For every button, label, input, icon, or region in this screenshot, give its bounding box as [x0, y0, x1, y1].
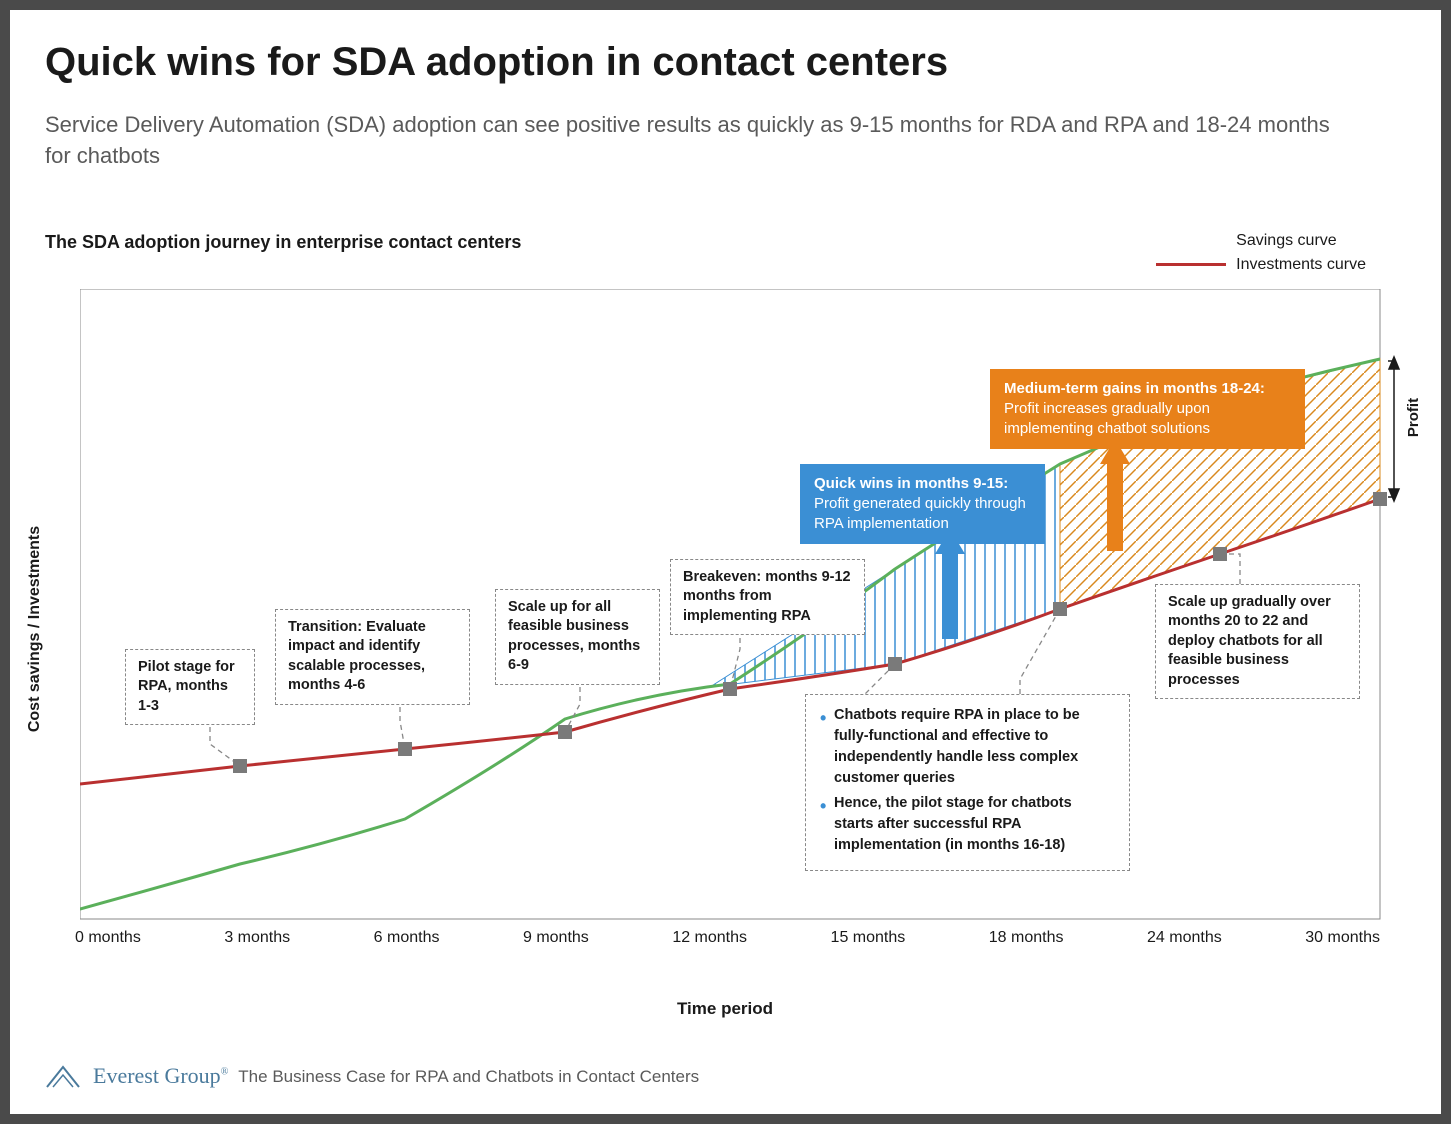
callout-transition: Transition: Evaluate impact and identify… — [275, 609, 470, 705]
xtick-6: 18 months — [989, 929, 1064, 947]
chart-container: Cost savings / Investments Profit — [45, 289, 1405, 969]
legend-savings: Savings curve — [1156, 232, 1366, 250]
xtick-3: 9 months — [523, 929, 589, 947]
xtick-4: 12 months — [672, 929, 747, 947]
callout-chatbot-note: Chatbots require RPA in place to be full… — [805, 694, 1130, 871]
page-subtitle: Service Delivery Automation (SDA) adopti… — [45, 110, 1345, 172]
legend-investments-line — [1156, 263, 1226, 266]
y-axis-label: Cost savings / Investments — [26, 525, 44, 731]
xtick-0: 0 months — [75, 929, 141, 947]
legend-savings-line — [1156, 239, 1226, 242]
callout-scaleup: Scale up for all feasible business proce… — [495, 589, 660, 685]
xtick-2: 6 months — [374, 929, 440, 947]
legend: Savings curve Investments curve — [1156, 232, 1366, 274]
legend-savings-label: Savings curve — [1236, 232, 1337, 250]
callout-medium-body: Profit increases gradually upon implemen… — [1004, 400, 1210, 437]
x-axis-label: Time period — [677, 999, 773, 1019]
xtick-8: 30 months — [1305, 929, 1380, 947]
callout-scaleup2: Scale up gradually over months 20 to 22 … — [1155, 584, 1360, 700]
profit-bracket — [1388, 357, 1399, 501]
callout-quickwins-body: Profit generated quickly through RPA imp… — [814, 495, 1026, 532]
logo-text: Everest Group® — [93, 1063, 228, 1089]
callout-medium-title: Medium-term gains in months 18-24: — [1004, 380, 1265, 397]
xtick-1: 3 months — [224, 929, 290, 947]
infographic-page: Quick wins for SDA adoption in contact c… — [10, 10, 1441, 1114]
logo-icon — [45, 1059, 83, 1089]
chatbot-bullet-1: Chatbots require RPA in place to be full… — [834, 705, 1115, 789]
chart-title: The SDA adoption journey in enterprise c… — [45, 232, 521, 253]
callout-quickwins: Quick wins in months 9-15: Profit genera… — [800, 464, 1045, 545]
x-axis-ticks: 0 months 3 months 6 months 9 months 12 m… — [80, 929, 1380, 947]
footer-caption: The Business Case for RPA and Chatbots i… — [238, 1067, 699, 1089]
legend-investments-label: Investments curve — [1236, 256, 1366, 274]
chatbot-bullet-2: Hence, the pilot stage for chatbots star… — [834, 793, 1115, 856]
callout-pilot: Pilot stage for RPA, months 1-3 — [125, 649, 255, 726]
callout-breakeven: Breakeven: months 9-12 months from imple… — [670, 559, 865, 636]
legend-investments: Investments curve — [1156, 256, 1366, 274]
xtick-5: 15 months — [831, 929, 906, 947]
page-title: Quick wins for SDA adoption in contact c… — [45, 40, 1406, 85]
callout-medium: Medium-term gains in months 18-24: Profi… — [990, 369, 1305, 450]
xtick-7: 24 months — [1147, 929, 1222, 947]
chart-header: The SDA adoption journey in enterprise c… — [45, 232, 1406, 274]
footer: Everest Group® The Business Case for RPA… — [45, 1059, 699, 1089]
callout-quickwins-title: Quick wins in months 9-15: — [814, 475, 1008, 492]
